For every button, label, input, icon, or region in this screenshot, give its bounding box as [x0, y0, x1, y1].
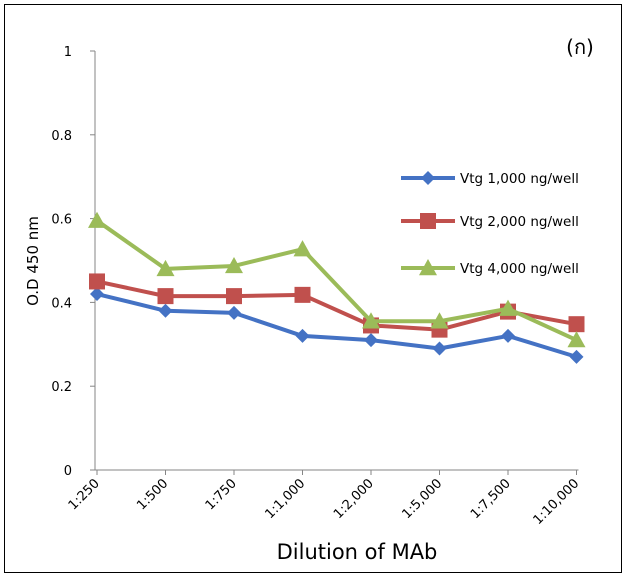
y-tick-label: 0.6 [51, 213, 72, 228]
data-point [499, 299, 517, 316]
y-tick-label: 0.8 [51, 129, 72, 144]
series-line [95, 219, 578, 342]
x-tick-label: 1:10,000 [531, 476, 583, 528]
data-point [293, 240, 312, 257]
y-tick-label: 0.2 [51, 380, 72, 395]
data-point [364, 333, 378, 348]
series-line [96, 292, 578, 359]
series-3 [88, 211, 586, 348]
data-point [567, 331, 586, 348]
legend-marker [419, 259, 437, 276]
data-point [227, 305, 241, 320]
y-tick-label: 0 [64, 464, 72, 479]
x-tick-label: 1:250 [66, 476, 103, 513]
y-tick-label: 0.4 [51, 296, 72, 311]
legend-marker [421, 171, 435, 185]
data-point [90, 287, 104, 302]
x-tick-label: 1:750 [203, 476, 240, 513]
data-point [501, 328, 515, 343]
legend-entry: Vtg 1,000 ng/well [401, 171, 579, 187]
legend-entry: Vtg 4,000 ng/well [401, 259, 579, 277]
y-axis-title: O.D 450 nm [24, 216, 42, 306]
legend-label: Vtg 1,000 ng/well [460, 171, 579, 187]
data-point [295, 328, 310, 343]
x-tick-label: 1:1,000 [262, 476, 308, 522]
data-point [158, 303, 173, 318]
x-tick-label: 1:5,000 [399, 476, 445, 522]
data-point [225, 256, 243, 274]
legend-label: Vtg 4,000 ng/well [460, 261, 579, 277]
legend-entry: Vtg 2,000 ng/well [401, 213, 579, 230]
data-point [294, 286, 311, 303]
legend-marker [420, 213, 436, 229]
data-point [89, 273, 105, 290]
x-axis-title: Dilution of MAb [277, 540, 438, 564]
legend-label: Vtg 2,000 ng/well [460, 214, 579, 230]
data-point [430, 312, 449, 329]
data-point [362, 312, 380, 329]
x-tick-label: 1:2,000 [331, 476, 377, 522]
data-point [156, 259, 175, 277]
panel-label: (ก) [566, 35, 594, 59]
x-tick-label: 1:500 [134, 476, 171, 513]
data-point [88, 211, 106, 228]
data-point [157, 288, 174, 305]
x-tick-label: 1:7,500 [468, 476, 514, 522]
series-line [96, 279, 577, 332]
series-1 [90, 287, 584, 364]
chart-frame [4, 4, 622, 573]
data-point [568, 316, 585, 333]
data-point [226, 288, 242, 305]
data-point [432, 341, 447, 356]
data-point [569, 349, 584, 364]
y-tick-label: 1 [64, 45, 72, 60]
